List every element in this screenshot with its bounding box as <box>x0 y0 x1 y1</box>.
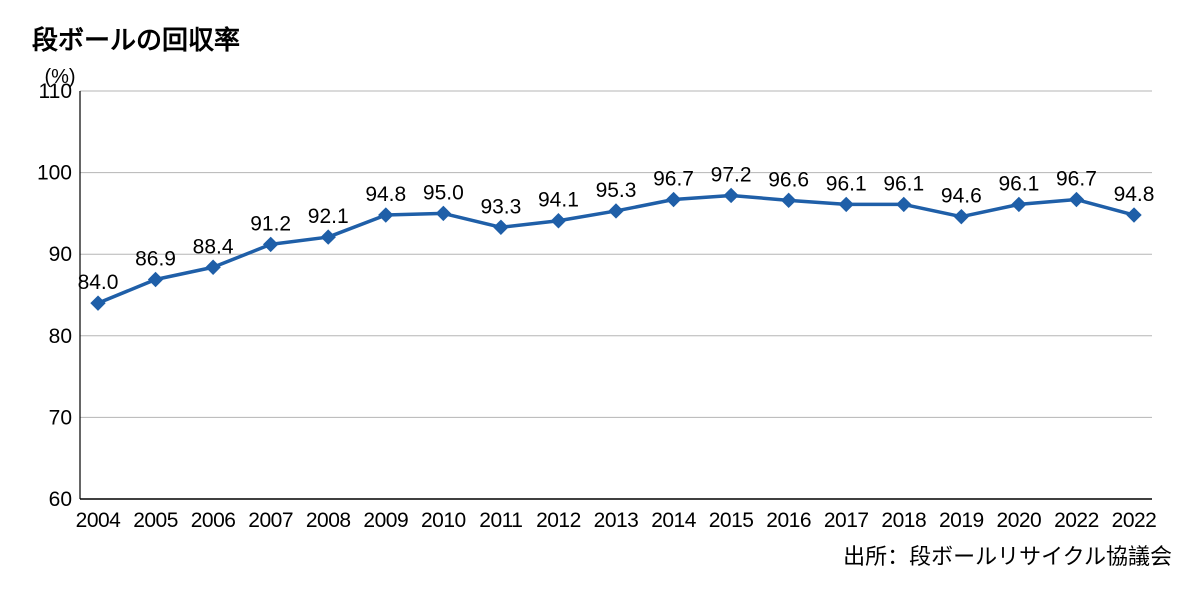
x-tick-label: 2022 <box>1112 509 1157 532</box>
data-label: 84.0 <box>78 271 119 294</box>
x-tick-label: 2019 <box>939 509 984 532</box>
x-tick-label: 2005 <box>133 509 178 532</box>
x-tick-label: 2004 <box>76 509 122 532</box>
data-label: 88.4 <box>193 235 234 258</box>
x-tick-label: 2008 <box>306 509 351 532</box>
x-tick-label: 2022 <box>1054 509 1099 532</box>
data-label: 97.2 <box>711 163 752 186</box>
data-label: 95.3 <box>596 179 637 202</box>
x-tick-label: 2018 <box>881 509 926 532</box>
line-chart: 60708090100110(%)20042005200620072008200… <box>28 63 1172 533</box>
y-tick-label: 100 <box>37 162 72 185</box>
y-tick-label: 70 <box>49 406 72 429</box>
y-tick-label: 80 <box>49 325 72 348</box>
data-label: 96.1 <box>826 172 867 195</box>
data-label: 92.1 <box>308 205 349 228</box>
x-tick-label: 2014 <box>651 509 697 532</box>
data-label: 96.7 <box>653 168 694 191</box>
data-label: 95.0 <box>423 181 464 204</box>
data-label: 94.8 <box>1114 183 1155 206</box>
x-tick-label: 2006 <box>191 509 236 532</box>
data-label: 93.3 <box>480 195 521 218</box>
data-label: 96.1 <box>883 172 924 195</box>
data-label: 94.1 <box>538 189 579 212</box>
source-label: 出所：段ボールリサイクル協議会 <box>28 539 1172 571</box>
x-tick-label: 2017 <box>824 509 869 532</box>
data-label: 96.6 <box>768 168 809 191</box>
x-tick-label: 2020 <box>997 509 1042 532</box>
data-label: 96.7 <box>1056 168 1097 191</box>
x-tick-label: 2011 <box>479 509 522 532</box>
x-tick-label: 2009 <box>363 509 408 532</box>
chart-container: 段ボールの回収率 60708090100110(%)20042005200620… <box>0 0 1200 595</box>
chart-area: 60708090100110(%)20042005200620072008200… <box>28 63 1172 533</box>
data-label: 86.9 <box>135 247 176 270</box>
x-tick-label: 2012 <box>536 509 581 532</box>
y-tick-label: 90 <box>49 243 72 266</box>
x-tick-label: 2015 <box>709 509 754 532</box>
x-tick-label: 2016 <box>766 509 811 532</box>
data-label: 94.6 <box>941 185 982 208</box>
chart-title: 段ボールの回収率 <box>32 20 1172 57</box>
data-label: 94.8 <box>365 183 406 206</box>
y-unit-label: (%) <box>44 66 75 88</box>
data-label: 96.1 <box>998 172 1039 195</box>
data-label: 91.2 <box>250 212 291 235</box>
y-tick-label: 60 <box>49 488 72 511</box>
x-tick-label: 2007 <box>248 509 293 532</box>
x-tick-label: 2013 <box>594 509 639 532</box>
x-tick-label: 2010 <box>421 509 466 532</box>
